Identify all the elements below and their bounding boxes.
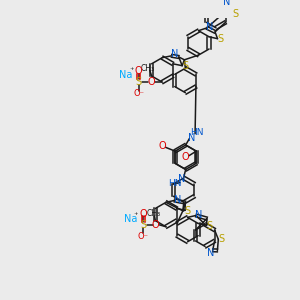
- Text: O⁻: O⁻: [138, 232, 149, 241]
- Text: N: N: [195, 209, 203, 220]
- Text: O: O: [152, 220, 159, 230]
- Text: CH₃: CH₃: [141, 64, 155, 73]
- Text: HN: HN: [169, 179, 182, 188]
- Text: S: S: [182, 61, 188, 71]
- Text: N: N: [188, 133, 195, 142]
- Text: N: N: [206, 22, 213, 32]
- Text: ⁺: ⁺: [134, 211, 138, 220]
- Text: O⁻: O⁻: [133, 89, 144, 98]
- Text: N: N: [207, 248, 214, 258]
- Text: Na: Na: [124, 214, 137, 224]
- Text: S: S: [206, 221, 212, 231]
- Text: S: S: [136, 77, 142, 87]
- Text: O: O: [158, 141, 166, 152]
- Text: N: N: [171, 49, 178, 59]
- Text: O: O: [140, 208, 147, 219]
- Text: O: O: [181, 152, 189, 162]
- Text: HN: HN: [190, 128, 204, 137]
- Text: S: S: [217, 34, 224, 44]
- Text: S: S: [233, 9, 239, 19]
- Text: O: O: [135, 66, 142, 76]
- Text: CH₃: CH₃: [146, 208, 161, 217]
- Text: Na: Na: [119, 70, 132, 80]
- Text: ⁺: ⁺: [129, 66, 134, 75]
- Text: O: O: [147, 77, 155, 87]
- Text: N: N: [173, 194, 181, 205]
- Text: N: N: [223, 0, 230, 7]
- Text: S: S: [185, 206, 191, 216]
- Text: N: N: [178, 174, 186, 184]
- Text: S: S: [140, 220, 146, 230]
- Text: S: S: [218, 234, 224, 244]
